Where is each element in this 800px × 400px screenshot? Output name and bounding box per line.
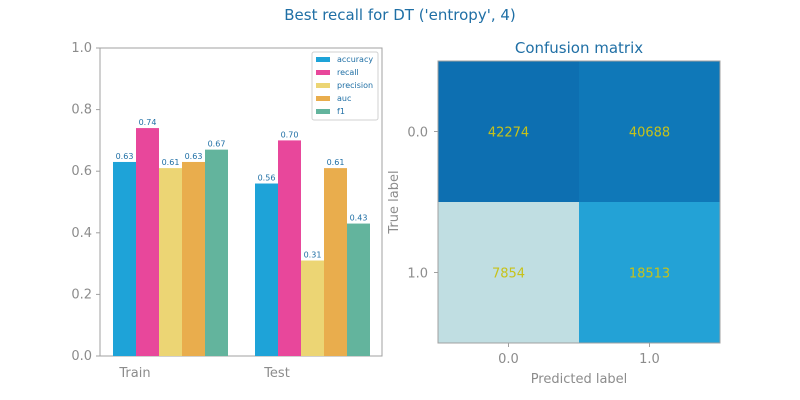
legend-label-auc: auc (337, 94, 351, 103)
y-tick-label: 0.4 (71, 226, 92, 241)
confusion-matrix-title: Confusion matrix (515, 39, 643, 57)
bar-f1-train (205, 149, 228, 356)
bar-precision-test (301, 260, 324, 356)
cm-y-tick-label: 1.0 (407, 267, 428, 282)
y-tick-label: 0.2 (71, 287, 92, 302)
bar-accuracy-test (255, 183, 278, 356)
y-tick-label: 0.6 (71, 164, 92, 179)
bar-plot-frame (99, 47, 383, 357)
bar-value-label: 0.31 (304, 251, 322, 260)
bar-value-label: 0.56 (258, 174, 276, 183)
cm-x-axis-label: Predicted label (531, 372, 628, 387)
legend: accuracy recall precision auc f1 (311, 51, 379, 121)
bar-auc-train (182, 161, 205, 356)
bar-recall-train (136, 128, 159, 356)
bar-value-label: 0.70 (281, 130, 299, 139)
cm-cell-label: 18513 (629, 267, 670, 282)
cm-cell-1-0 (438, 202, 579, 343)
y-tick-label: 0.8 (71, 103, 92, 118)
legend-box (311, 51, 379, 121)
legend-label-f1: f1 (337, 107, 345, 116)
bar-f1-test (347, 223, 370, 356)
y-tick-label: 1.0 (71, 41, 92, 56)
legend-label-precision: precision (337, 81, 373, 90)
y-tick-label: 0.0 (71, 349, 92, 364)
legend-swatch-auc (316, 96, 330, 101)
confusion-matrix: Confusion matrix 42274 40688 7854 18513 0.0 1.… (387, 39, 721, 387)
legend-swatch-accuracy (316, 57, 330, 62)
x-tick-label-test: Test (263, 366, 290, 381)
cm-cell-label: 7854 (492, 267, 525, 282)
legend-label-accuracy: accuracy (337, 55, 373, 64)
x-tick-label-train: Train (118, 366, 150, 381)
cm-y-axis-label: True label (387, 170, 402, 234)
bar-value-label: 0.63 (116, 152, 134, 161)
legend-swatch-recall (316, 70, 330, 75)
cm-cell-0-1 (579, 61, 720, 202)
bar-value-label: 0.61 (162, 158, 180, 167)
cm-cell-0-0 (438, 61, 579, 202)
bar-value-label: 0.74 (139, 118, 157, 127)
cm-y-tick-label: 0.0 (407, 126, 428, 141)
legend-label-recall: recall (337, 68, 359, 77)
bar-value-label: 0.63 (185, 152, 203, 161)
cm-frame (437, 60, 721, 344)
bar-value-label: 0.61 (327, 158, 345, 167)
bar-value-label: 0.67 (208, 140, 226, 149)
legend-swatch-f1 (316, 109, 330, 114)
bar-value-label: 0.43 (350, 214, 368, 223)
bar-auc-test (324, 168, 347, 356)
cm-cell-label: 42274 (488, 126, 529, 141)
legend-swatch-precision (316, 83, 330, 88)
bar-precision-train (159, 168, 182, 356)
cm-x-tick-label: 1.0 (639, 352, 660, 367)
figure-title: Best recall for DT ('entropy', 4) (284, 6, 516, 24)
bar-chart: 0.0 0.2 0.4 0.6 0.8 1.0 0.63 0.74 0.61 0.63 0.67 Tr… (71, 41, 383, 381)
bar-recall-test (278, 140, 301, 356)
bar-accuracy-train (113, 161, 136, 356)
cm-cell-label: 40688 (629, 126, 670, 141)
cm-cell-1-1 (579, 202, 720, 343)
cm-x-tick-label: 0.0 (498, 352, 519, 367)
